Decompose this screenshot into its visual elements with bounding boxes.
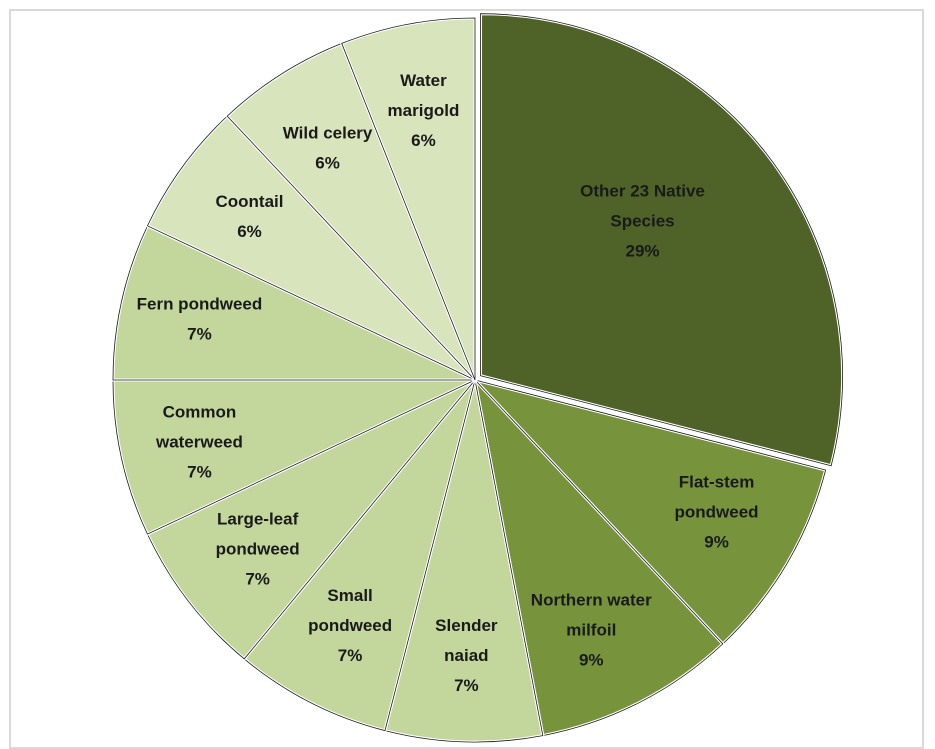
data-label-name: naiad: [444, 646, 488, 665]
data-label-name: Wild celery: [283, 124, 373, 143]
data-label-percent: 9%: [579, 650, 604, 669]
data-label-name: Common: [163, 403, 237, 422]
data-label-name: Flat-stem: [679, 473, 755, 492]
data-label-percent: 6%: [237, 222, 262, 241]
pie-slice-outline-other-23-native-species: [480, 13, 843, 467]
data-label-name: waterweed: [155, 433, 243, 452]
data-label-name: milfoil: [566, 620, 616, 639]
data-label-name: Species: [610, 211, 674, 230]
data-label-wild-celery: Wild celery 6%: [283, 124, 373, 173]
data-label-percent: 7%: [187, 324, 212, 343]
data-label-other-23-native-species: Other 23 Native Species 29%: [580, 181, 705, 260]
data-label-name: pondweed: [216, 540, 300, 559]
data-label-name: Fern pondweed: [137, 294, 263, 313]
data-label-percent: 7%: [245, 570, 270, 589]
data-label-percent: 7%: [338, 646, 363, 665]
pie-slice-outline-small-pondweed: [243, 379, 476, 732]
data-label-percent: 7%: [187, 463, 212, 482]
data-label-fern-pondweed: Fern pondweed 7%: [137, 294, 263, 343]
data-label-name: Northern water: [531, 590, 652, 609]
data-label-name: Coontail: [215, 192, 283, 211]
data-label-small-pondweed: Small pondweed 7%: [308, 586, 392, 665]
data-label-name: Water: [400, 71, 447, 90]
data-label-percent: 6%: [315, 154, 340, 173]
pie-slice-outline-water-marigold: [341, 17, 476, 381]
data-label-percent: 9%: [704, 533, 729, 552]
pie-slice-outline-slender-naiad: [384, 379, 544, 743]
data-label-common-waterweed: Common waterweed 7%: [155, 403, 243, 482]
data-label-water-marigold: Water marigold 6%: [388, 71, 460, 150]
pie-slice-outline-coontail: [146, 115, 476, 381]
data-label-name: Slender: [435, 616, 498, 635]
data-label-percent: 7%: [454, 676, 479, 695]
data-label-name: Small: [327, 586, 372, 605]
data-label-flat-stem-pondweed: Flat-stem pondweed 9%: [675, 473, 759, 552]
data-label-northern-water-milfoil: Northern water milfoil 9%: [531, 590, 652, 669]
pie-slice-outline-flat-stem-pondweed: [473, 379, 827, 645]
data-label-name: Other 23 Native: [580, 181, 705, 200]
pie-slice-outline-northern-water-milfoil: [474, 378, 724, 737]
data-label-name: pondweed: [308, 616, 392, 635]
data-label-name: marigold: [388, 101, 460, 120]
pie-slice-outline-large-leaf-pondweed: [146, 379, 476, 660]
data-label-coontail: Coontail 6%: [215, 192, 283, 241]
data-label-name: pondweed: [675, 503, 759, 522]
pie-slice-outline-wild-celery: [226, 42, 476, 381]
data-label-large-leaf-pondweed: Large-leaf pondweed 7%: [216, 510, 300, 589]
pie-slice-outline-common-waterweed: [112, 379, 476, 535]
data-label-name: Large-leaf: [217, 510, 299, 529]
data-label-percent: 29%: [626, 241, 660, 260]
data-label-slender-naiad: Slender naiad 7%: [435, 616, 498, 695]
data-label-percent: 6%: [411, 131, 436, 150]
pie-slice-outline-fern-pondweed: [112, 225, 476, 381]
